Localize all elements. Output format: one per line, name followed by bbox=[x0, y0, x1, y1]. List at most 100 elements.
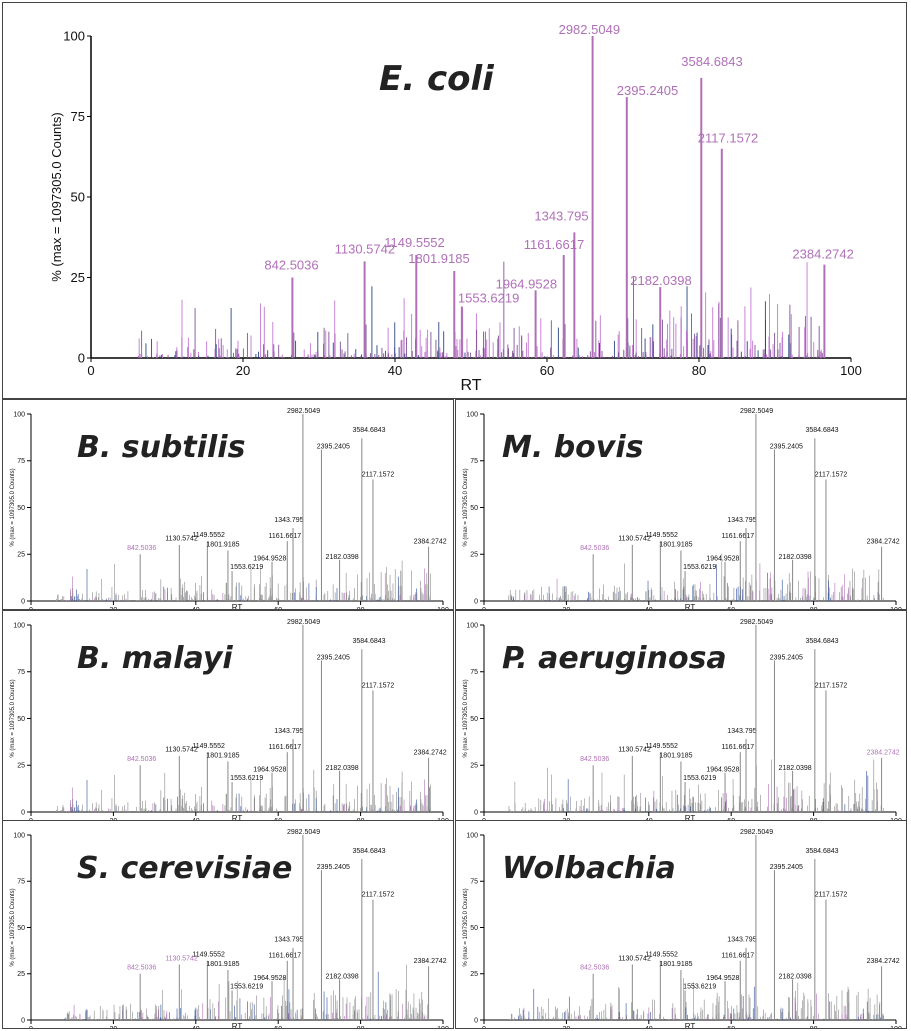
peak-label: 2182.0398 bbox=[779, 765, 812, 772]
peak-label: 1964.9528 bbox=[706, 975, 739, 982]
x-tick-label: 60 bbox=[727, 818, 735, 821]
x-tick-label: 20 bbox=[563, 818, 571, 821]
peak-label: 2182.0398 bbox=[630, 273, 691, 288]
y-tick-label: 75 bbox=[71, 109, 85, 124]
y-tick-label: 100 bbox=[13, 622, 25, 629]
peak-label: 842.5036 bbox=[127, 756, 156, 763]
peak-label: 2182.0398 bbox=[779, 554, 812, 561]
peak-label: 3584.6843 bbox=[352, 848, 385, 855]
y-tick-label: 25 bbox=[71, 270, 85, 285]
x-tick-label: 80 bbox=[810, 1026, 818, 1029]
y-tick-label: 100 bbox=[466, 411, 478, 418]
y-axis-label: % (max = 1097305.0 Counts) bbox=[49, 112, 64, 281]
peak-label: 842.5036 bbox=[580, 756, 609, 763]
y-tick-label: 75 bbox=[17, 879, 25, 886]
peak-label: 2395.2405 bbox=[317, 864, 350, 871]
x-tick-label: 80 bbox=[810, 818, 818, 821]
y-tick-label: 75 bbox=[470, 669, 478, 676]
peak-label: 2395.2405 bbox=[770, 864, 803, 871]
peak-label: 1801.9185 bbox=[206, 752, 239, 759]
x-tick-label: 0 bbox=[482, 607, 486, 610]
y-tick-label: 50 bbox=[470, 505, 478, 512]
peak-label: 1343.795 bbox=[274, 937, 303, 944]
peak-label: 2182.0398 bbox=[326, 973, 359, 980]
y-axis-label: % (max = 1097305.0 Counts) bbox=[463, 888, 469, 966]
peak-label: 1801.9185 bbox=[206, 961, 239, 968]
peak-label: 1161.6617 bbox=[524, 237, 585, 252]
peak-label: 2117.1572 bbox=[815, 471, 848, 478]
peak-label: 1161.6617 bbox=[722, 953, 755, 960]
x-axis-label: RT bbox=[460, 377, 481, 394]
y-tick-label: 0 bbox=[78, 351, 85, 366]
peak-label: 842.5036 bbox=[580, 545, 609, 552]
y-tick-label: 100 bbox=[466, 832, 478, 839]
noise-peaks bbox=[509, 978, 884, 1020]
y-tick-label: 50 bbox=[17, 925, 25, 932]
peak-label: 1801.9185 bbox=[206, 541, 239, 548]
x-axis-label: RT bbox=[685, 1022, 696, 1029]
peak-label: 842.5036 bbox=[264, 258, 318, 273]
peak-label: 1149.5552 bbox=[645, 532, 678, 539]
y-tick-label: 0 bbox=[474, 809, 478, 816]
x-tick-label: 80 bbox=[692, 363, 706, 378]
peak-label: 2182.0398 bbox=[326, 554, 359, 561]
peak-label: 1161.6617 bbox=[269, 533, 302, 540]
chart-svg-mbovis: 0 25 50 75 100 0 20 40 60 80 100 RT % (max = 1097305… bbox=[463, 408, 902, 610]
chart-svg-ecoli: 0 25 50 75 100 0 20 40 60 80 100 RT % (max = 1097305… bbox=[49, 22, 862, 394]
peak-label: 2384.2742 bbox=[867, 539, 900, 546]
peak-label: 2117.1572 bbox=[698, 131, 759, 146]
x-axis-label: RT bbox=[685, 814, 696, 821]
x-tick-label: 20 bbox=[563, 1026, 571, 1029]
x-tick-label: 80 bbox=[357, 818, 365, 821]
x-tick-label: 40 bbox=[192, 1026, 200, 1029]
x-axis-label: RT bbox=[232, 814, 243, 821]
peak-label: 2117.1572 bbox=[362, 892, 395, 899]
peak-label: 1343.795 bbox=[274, 517, 303, 524]
x-tick-label: 0 bbox=[29, 607, 33, 610]
x-tick-label: 20 bbox=[110, 1026, 118, 1029]
peak-label: 842.5036 bbox=[580, 965, 609, 972]
y-tick-label: 25 bbox=[17, 763, 25, 770]
y-tick-label: 25 bbox=[17, 552, 25, 559]
y-axis-label: % (max = 1097305.0 Counts) bbox=[10, 888, 16, 966]
peak-label: 3584.6843 bbox=[352, 638, 385, 645]
peak-label: 2384.2742 bbox=[867, 958, 900, 965]
peak-label: 1553.6219 bbox=[683, 564, 716, 571]
peak-label: 3584.6843 bbox=[681, 54, 742, 69]
x-tick-label: 0 bbox=[29, 818, 33, 821]
peak-label: 1161.6617 bbox=[722, 533, 755, 540]
y-tick-label: 75 bbox=[470, 879, 478, 886]
peak-label: 1130.5742 bbox=[335, 241, 396, 256]
y-tick-label: 25 bbox=[17, 971, 25, 978]
y-tick-label: 100 bbox=[13, 411, 25, 418]
x-tick-label: 40 bbox=[645, 607, 653, 610]
peak-label: 2395.2405 bbox=[770, 654, 803, 661]
peak-label: 2395.2405 bbox=[317, 443, 350, 450]
peak-label: 1343.795 bbox=[727, 728, 756, 735]
peak-label: 2384.2742 bbox=[414, 539, 447, 546]
peak-label: 2395.2405 bbox=[317, 654, 350, 661]
chart-title: P. aeruginosa bbox=[502, 641, 727, 676]
peak-label: 1130.5742 bbox=[618, 536, 651, 543]
peak-label: 3584.6843 bbox=[805, 427, 838, 434]
peak-label: 1130.5742 bbox=[165, 536, 198, 543]
y-tick-label: 50 bbox=[71, 190, 85, 205]
y-tick-label: 50 bbox=[470, 716, 478, 723]
peak-label: 1149.5552 bbox=[384, 235, 445, 250]
chart-svg-bsubtilis: 0 25 50 75 100 0 20 40 60 80 100 RT % (max = 1097305… bbox=[10, 408, 449, 610]
x-tick-label: 80 bbox=[357, 607, 365, 610]
x-tick-label: 80 bbox=[810, 607, 818, 610]
x-tick-label: 100 bbox=[437, 818, 449, 821]
y-tick-label: 50 bbox=[17, 716, 25, 723]
chart-panel-scerevisiae: 0 25 50 75 100 0 20 40 60 80 100 RT % (max = 1097305… bbox=[2, 820, 454, 1029]
peak-label: 1553.6219 bbox=[683, 775, 716, 782]
x-tick-label: 100 bbox=[840, 363, 862, 378]
peak-label: 1149.5552 bbox=[645, 952, 678, 959]
chart-panel-bsubtilis: 0 25 50 75 100 0 20 40 60 80 100 RT % (max = 1097305… bbox=[2, 399, 454, 610]
peak-label: 1964.9528 bbox=[253, 556, 286, 563]
y-tick-label: 50 bbox=[470, 925, 478, 932]
y-tick-label: 25 bbox=[470, 552, 478, 559]
peak-label: 1343.795 bbox=[274, 728, 303, 735]
chart-panel-mbovis: 0 25 50 75 100 0 20 40 60 80 100 RT % (max = 1097305… bbox=[455, 399, 907, 610]
noise-peaks bbox=[508, 759, 884, 812]
